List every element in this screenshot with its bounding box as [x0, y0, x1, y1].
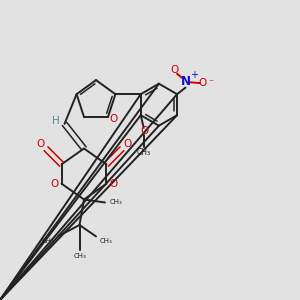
Text: O: O: [170, 65, 178, 75]
Text: O: O: [199, 78, 207, 88]
Text: O: O: [109, 179, 117, 189]
Text: O: O: [140, 126, 148, 136]
Text: CH₃: CH₃: [137, 148, 151, 157]
Text: O: O: [123, 139, 131, 149]
Text: O: O: [37, 139, 45, 149]
Text: O: O: [110, 113, 118, 124]
Text: CH₃: CH₃: [109, 200, 122, 206]
Text: O: O: [51, 179, 59, 189]
Text: CH₃: CH₃: [73, 253, 86, 259]
Text: CH₃: CH₃: [100, 238, 112, 244]
Text: +: +: [190, 70, 199, 80]
Text: ⁻: ⁻: [209, 78, 214, 88]
Text: H: H: [52, 116, 60, 127]
Text: N: N: [181, 75, 190, 88]
Text: CH₃: CH₃: [41, 238, 54, 244]
